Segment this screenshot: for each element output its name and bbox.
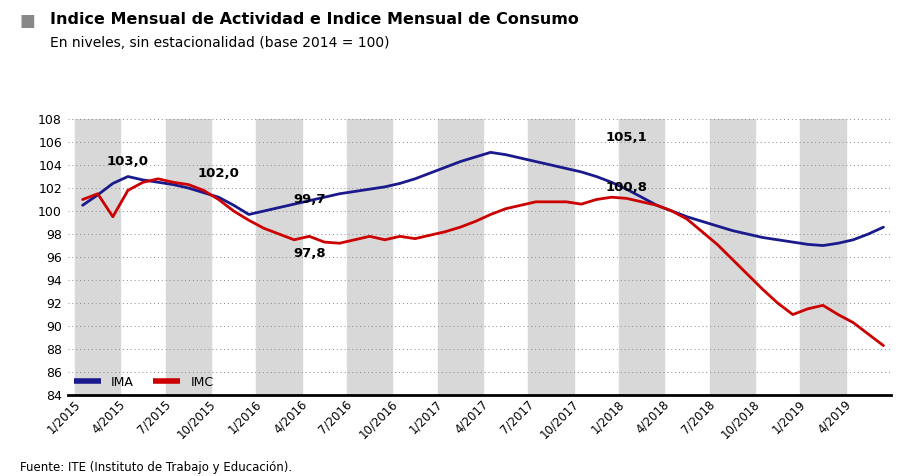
Text: 102,0: 102,0	[198, 167, 239, 180]
Bar	[75, 119, 121, 395]
Text: Fuente: ITE (Instituto de Trabajo y Educación).: Fuente: ITE (Instituto de Trabajo y Educ…	[20, 461, 292, 474]
Bar	[166, 119, 211, 395]
Bar	[528, 119, 573, 395]
Text: En niveles, sin estacionalidad (base 2014 = 100): En niveles, sin estacionalidad (base 201…	[50, 36, 389, 50]
Text: Indice Mensual de Actividad e Indice Mensual de Consumo: Indice Mensual de Actividad e Indice Men…	[50, 12, 579, 27]
Bar	[437, 119, 483, 395]
Bar	[800, 119, 846, 395]
Bar	[710, 119, 755, 395]
Text: 103,0: 103,0	[107, 156, 148, 169]
Text: ■: ■	[20, 12, 35, 30]
Text: 100,8: 100,8	[606, 181, 648, 194]
Bar	[256, 119, 302, 395]
Text: 97,8: 97,8	[292, 247, 326, 260]
Bar	[347, 119, 392, 395]
Legend: IMA, IMC: IMA, IMC	[74, 376, 213, 389]
Text: 105,1: 105,1	[606, 131, 647, 144]
Text: 99,7: 99,7	[293, 193, 326, 207]
Bar	[619, 119, 664, 395]
